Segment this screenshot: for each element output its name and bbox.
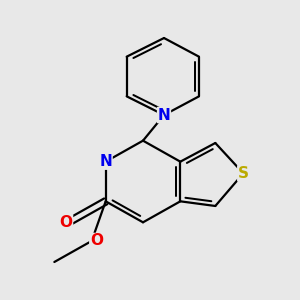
Text: N: N xyxy=(158,107,170,122)
Text: O: O xyxy=(59,215,73,230)
Text: S: S xyxy=(238,166,249,181)
Text: O: O xyxy=(90,233,103,248)
Text: N: N xyxy=(99,154,112,169)
